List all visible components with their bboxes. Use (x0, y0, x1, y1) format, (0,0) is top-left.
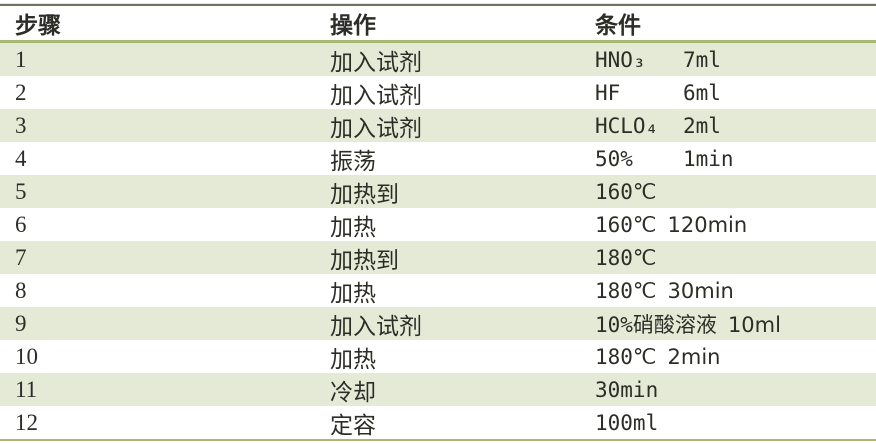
table-top-border (0, 3, 876, 6)
condition-cell: 100ml (595, 411, 876, 435)
condition-cell: 160℃ (595, 180, 876, 204)
operation-cell: 加入试剂 (330, 313, 422, 339)
step-cell: 1 (15, 46, 27, 72)
table-row: 3 加入试剂 HCLO₄ 2ml (0, 109, 876, 142)
table-row: 7 加热到 180℃ (0, 241, 876, 274)
condition-cell: HNO₃ 7ml (595, 48, 876, 72)
step-cell: 3 (15, 112, 27, 138)
condition-cell: 160℃ 120min (595, 213, 876, 237)
table-row: 2 加入试剂 HF 6ml (0, 76, 876, 109)
condition-main: HF (595, 80, 621, 105)
operation-cell: 冷却 (330, 379, 376, 405)
operation-cell: 加热 (330, 280, 376, 306)
condition-cell: 180℃ 2min (595, 345, 876, 369)
condition-main: 100ml (595, 410, 659, 435)
condition-value: 1min (683, 146, 734, 171)
condition-cell: 10%硝酸溶液 10ml (595, 309, 876, 339)
condition-main: 180℃ (595, 344, 657, 369)
step-cell: 4 (15, 145, 27, 171)
header-condition: 条件 (595, 13, 641, 38)
condition-note: 10ml (727, 312, 781, 337)
table-row: 1 加入试剂 HNO₃ 7ml (0, 43, 876, 76)
condition-main: HCLO₄ (595, 113, 659, 138)
table-bottom-border (0, 439, 876, 441)
step-cell: 2 (15, 79, 27, 105)
table-row: 11 冷却 30min (0, 373, 876, 406)
step-cell: 12 (15, 409, 38, 435)
step-cell: 9 (15, 310, 27, 336)
table-body: 1 加入试剂 HNO₃ 7ml 2 加入试剂 HF 6ml 3 加入试剂 HCL… (0, 43, 876, 439)
condition-main: 50% (595, 146, 633, 171)
condition-main: HNO₃ (595, 47, 646, 72)
condition-cell: 30min (595, 378, 876, 402)
condition-value: 6ml (683, 80, 721, 105)
operation-cell: 加热到 (330, 247, 399, 273)
condition-main: 180℃ (595, 278, 657, 303)
table-row: 4 振荡 50% 1min (0, 142, 876, 175)
table-row: 8 加热 180℃ 30min (0, 274, 876, 307)
step-cell: 8 (15, 277, 27, 303)
step-cell: 7 (15, 244, 27, 270)
condition-cell: 50% 1min (595, 147, 876, 171)
condition-cell: HCLO₄ 2ml (595, 114, 876, 138)
operation-cell: 加热 (330, 214, 376, 240)
condition-main: 30min (595, 377, 659, 402)
table-row: 12 定容 100ml (0, 406, 876, 439)
operation-cell: 加热到 (330, 181, 399, 207)
condition-note: 30min (667, 278, 734, 303)
condition-note: 2min (667, 344, 721, 369)
digestion-steps-table: 步骤 操作 条件 1 加入试剂 HNO₃ 7ml 2 加入试剂 HF 6ml 3… (0, 6, 876, 439)
step-cell: 5 (15, 178, 27, 204)
condition-value: 7ml (683, 47, 721, 72)
header-operation: 操作 (330, 13, 376, 38)
condition-cell: HF 6ml (595, 81, 876, 105)
table-header-row: 步骤 操作 条件 (0, 6, 876, 43)
operation-cell: 加热 (330, 346, 376, 372)
condition-cell: 180℃ 30min (595, 279, 876, 303)
operation-cell: 加入试剂 (330, 49, 422, 75)
header-step: 步骤 (15, 13, 61, 38)
condition-note: 120min (667, 212, 748, 237)
condition-main: 10%硝酸溶液 (595, 312, 717, 337)
table-row: 9 加入试剂 10%硝酸溶液 10ml (0, 307, 876, 340)
condition-main: 180℃ (595, 245, 657, 270)
table-row: 10 加热 180℃ 2min (0, 340, 876, 373)
step-cell: 10 (15, 343, 38, 369)
condition-cell: 180℃ (595, 246, 876, 270)
table-row: 6 加热 160℃ 120min (0, 208, 876, 241)
top-gap (0, 0, 876, 3)
operation-cell: 振荡 (330, 148, 376, 174)
operation-cell: 加入试剂 (330, 115, 422, 141)
table-row: 5 加热到 160℃ (0, 175, 876, 208)
condition-value: 2ml (683, 113, 721, 138)
step-cell: 11 (15, 376, 38, 402)
condition-main: 160℃ (595, 179, 657, 204)
step-cell: 6 (15, 211, 27, 237)
operation-cell: 定容 (330, 412, 376, 438)
operation-cell: 加入试剂 (330, 82, 422, 108)
condition-main: 160℃ (595, 212, 657, 237)
